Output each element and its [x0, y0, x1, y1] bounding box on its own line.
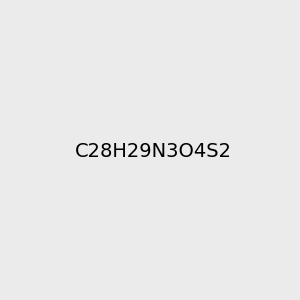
- Text: C28H29N3O4S2: C28H29N3O4S2: [75, 142, 232, 161]
